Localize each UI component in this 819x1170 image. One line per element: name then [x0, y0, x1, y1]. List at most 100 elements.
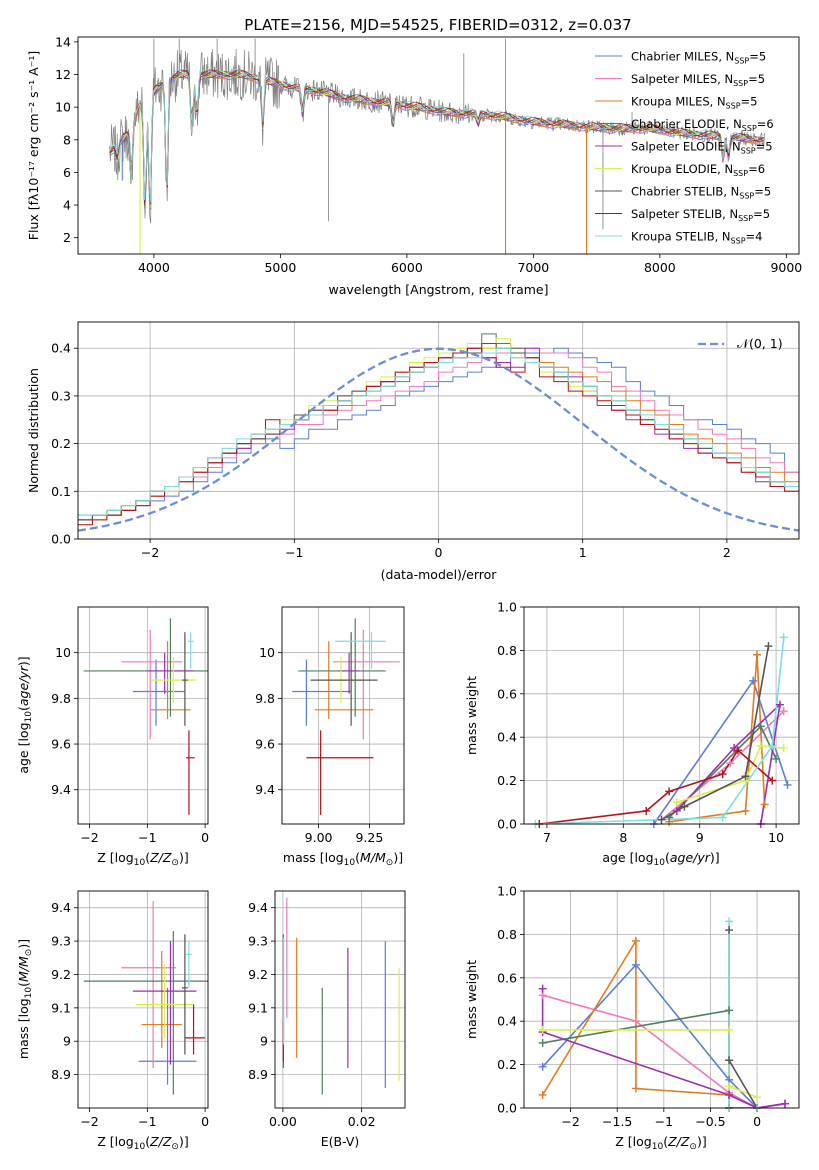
- axis-label-part: age/yr: [16, 665, 31, 706]
- legend-entry: Kroupa STELIB, NSSP=4: [631, 230, 763, 246]
- axis-label-part: )]: [16, 656, 31, 666]
- y-tick-label: 9: [63, 1034, 71, 1049]
- plot-area: [535, 637, 789, 824]
- x-tick-label: 10: [768, 830, 784, 845]
- histogram-series: [78, 342, 799, 521]
- histogram-series: [78, 342, 799, 521]
- legend-n: 6: [758, 162, 765, 176]
- x-tick-label: −1.5: [602, 1114, 632, 1129]
- axis-label-part: age/yr: [670, 850, 711, 865]
- y-axis-label: Flux [fλ10⁻¹⁷ erg cm⁻² s⁻¹ A⁻¹]: [26, 51, 41, 240]
- x-tick-label: 9000: [770, 260, 802, 275]
- x-axis-label: Z [log10(Z/Z⊙)]: [97, 1134, 188, 1152]
- legend-entry: Kroupa ELODIE, NSSP=6: [631, 162, 765, 178]
- legend-entry: Chabrier MILES, NSSP=5: [631, 50, 766, 66]
- axis-label-part: )]: [697, 1134, 707, 1149]
- legend-equals: =: [746, 230, 756, 244]
- axis-label-part: ⊙: [171, 1142, 179, 1152]
- legend-equals: =: [753, 207, 763, 221]
- weight-series-line: [668, 654, 766, 823]
- weight-point-marker: [725, 1006, 734, 1015]
- legend-label: Kroupa ELODIE, N: [631, 162, 733, 176]
- x-tick-label: 8000: [644, 260, 676, 275]
- plot-area: [292, 618, 400, 815]
- y-tick-label: 1.0: [497, 884, 517, 899]
- weight-point-marker: [779, 707, 788, 716]
- x-tick-label: −2: [141, 545, 159, 560]
- weight-point-marker: [665, 813, 674, 822]
- x-tick-label: 0: [753, 1114, 761, 1129]
- y-tick-label: 9.8: [255, 691, 275, 706]
- y-axis-label: Normed distribution: [26, 368, 41, 493]
- legend-n: 5: [750, 95, 757, 109]
- weight-point-marker: [783, 780, 792, 789]
- y-tick-label: 0.2: [497, 1057, 517, 1072]
- axis-label-part: Z/Z: [149, 850, 172, 865]
- axis-label-part: Z/Z: [149, 1134, 172, 1149]
- x-tick-label: −1: [138, 1114, 156, 1129]
- y-tick-label: 0.6: [497, 686, 517, 701]
- y-tick-label: 8: [63, 132, 71, 147]
- legend-equals: =: [749, 50, 759, 64]
- y-axis-label: mass [log10(M/M⊙)]: [16, 939, 34, 1059]
- y-tick-label: 9.8: [51, 691, 71, 706]
- legend-label: Chabrier STELIB, N: [631, 185, 739, 199]
- weight-point-marker: [657, 815, 666, 824]
- axis-label-part: mass [log: [283, 850, 344, 865]
- axes-frame: [523, 606, 800, 825]
- weight-point-marker: [631, 960, 640, 969]
- weight-point-marker: [665, 787, 674, 796]
- gaussian-curve: [78, 347, 799, 532]
- histogram-series: [78, 347, 799, 521]
- x-tick-label: 1: [579, 545, 587, 560]
- y-tick-label: 9.2: [248, 967, 268, 982]
- axis-label-part: 10: [24, 987, 34, 999]
- x-tick-label: −1: [138, 830, 156, 845]
- legend-n: 5: [764, 185, 771, 199]
- histogram-series: [78, 347, 799, 516]
- weight-point-marker: [775, 700, 784, 709]
- axis-label-part: age [log: [602, 850, 653, 865]
- weight-point-marker: [725, 1082, 734, 1091]
- weight-point-marker: [631, 1017, 640, 1026]
- weight-point-marker: [753, 1093, 762, 1102]
- legend-equals: =: [754, 185, 764, 199]
- model-spectrum-line: [109, 69, 764, 203]
- legend-entry: Chabrier ELODIE, NSSP=6: [631, 117, 774, 133]
- y-axis-label: age [log10(age/yr)]: [16, 656, 34, 773]
- weight-point-marker: [672, 798, 681, 807]
- axis-label-part: (: [16, 706, 31, 711]
- model-spectrum-line: [109, 69, 765, 204]
- axis-label-part: 10: [344, 858, 356, 868]
- legend-label: Salpeter MILES, N: [631, 72, 733, 86]
- y-axis-label: mass weight: [464, 960, 479, 1039]
- y-tick-label: 9.4: [51, 782, 71, 797]
- histogram-series: [78, 347, 799, 521]
- y-tick-label: 0.4: [497, 730, 517, 745]
- x-tick-label: 9.25: [356, 830, 384, 845]
- y-tick-label: 0.2: [51, 436, 71, 451]
- y-tick-label: 0.8: [497, 927, 517, 942]
- mass-vs-ebv-panel: 0.00 0.02 8.9 9 9.1 9.2 9.3 9.4 E(B-V): [248, 890, 406, 1149]
- legend-n: 4: [755, 230, 762, 244]
- legend-subscript: SSP: [738, 214, 753, 223]
- weight-point-marker: [733, 746, 742, 755]
- axis-label-part: M/M: [360, 850, 386, 865]
- weight-point-marker: [779, 744, 788, 753]
- weight-series-line: [539, 748, 773, 824]
- weight-point-marker: [642, 806, 651, 815]
- legend-n: 5: [763, 207, 770, 221]
- legend-subscript: SSP: [741, 147, 756, 156]
- observed-spectrum-line: [109, 48, 766, 224]
- axis-label-part: )]: [16, 939, 31, 949]
- weight-point-marker: [756, 741, 765, 750]
- x-axis-label: (data-model)/error: [381, 567, 498, 582]
- axis-label-part: Z [log: [97, 1134, 133, 1149]
- axis-label-part: Z/Z: [667, 1134, 690, 1149]
- x-tick-label: 4000: [138, 260, 170, 275]
- y-tick-label: 0.2: [497, 773, 517, 788]
- legend-subscript: SSP: [731, 237, 746, 246]
- weight-point-marker: [760, 800, 769, 809]
- axis-label-part: M/M: [16, 956, 31, 982]
